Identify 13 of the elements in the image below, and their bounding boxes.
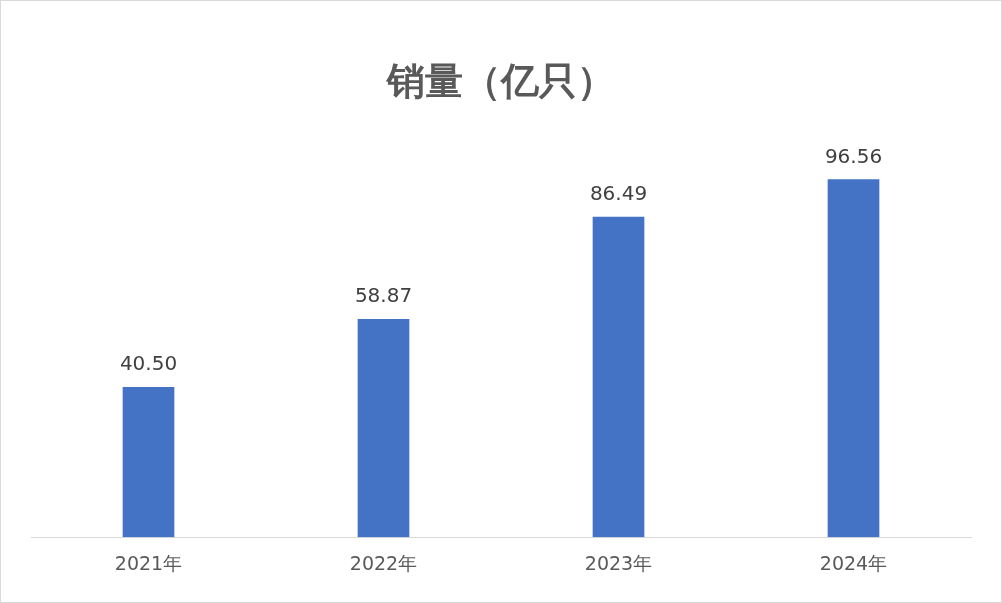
chart-title: 销量（亿只） <box>385 58 615 103</box>
bar <box>357 319 410 538</box>
x-tick-label: 2024年 <box>819 551 888 574</box>
data-label: 40.50 <box>119 351 178 376</box>
bar <box>827 179 880 538</box>
bar <box>592 216 645 538</box>
bar <box>122 387 175 538</box>
x-tick-label: 2021年 <box>114 551 183 574</box>
data-label: 86.49 <box>589 180 648 205</box>
data-label: 96.56 <box>824 143 883 168</box>
data-label: 58.87 <box>354 283 413 308</box>
x-tick-label: 2022年 <box>349 551 418 574</box>
x-tick-label: 2023年 <box>584 551 653 574</box>
